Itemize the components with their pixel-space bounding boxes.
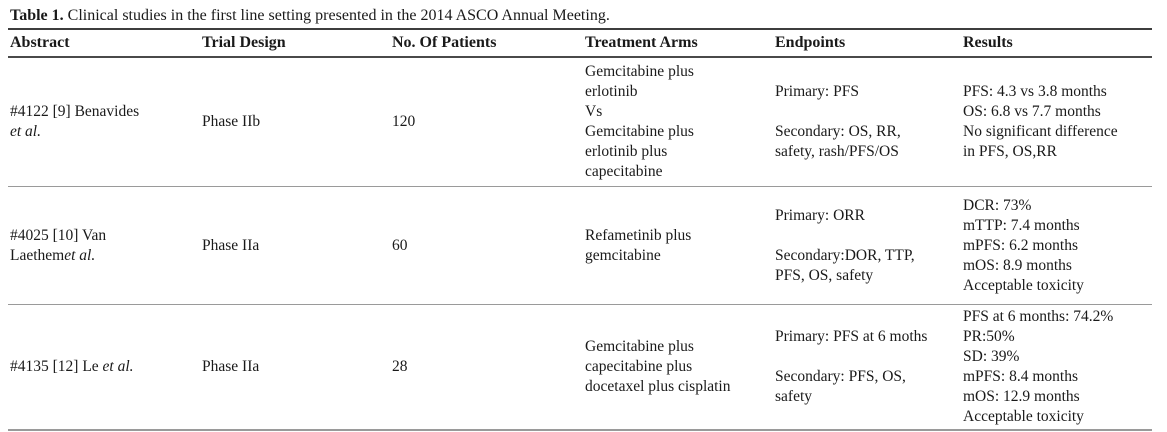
cell-patients: 60	[392, 236, 408, 254]
abstract-text: #4135 [12] Le	[10, 358, 103, 375]
cell-trial-design: Phase IIa	[202, 358, 260, 375]
cell-results: PFS at 6 months: 74.2% PR:50% SD: 39% mP…	[963, 308, 1114, 425]
cell-results: PFS: 4.3 vs 3.8 months OS: 6.8 vs 7.7 mo…	[963, 83, 1118, 160]
column-header-treatment-arms: Treatment Arms	[585, 34, 698, 51]
abstract-etal: et al.	[64, 246, 96, 264]
abstract-text: #4025 [10] Van Laethem	[10, 226, 107, 264]
cell-abstract: #4122 [9] Benavides et al.	[8, 58, 200, 186]
abstract-etal: et al.	[10, 123, 41, 140]
cell-patients: 120	[392, 113, 416, 130]
cell-trial-design: Phase IIb	[202, 113, 261, 130]
clinical-studies-table: Abstract Trial Design No. Of Patients Tr…	[8, 28, 1152, 431]
column-header-patients: No. Of Patients	[392, 34, 497, 51]
column-header-trial-design: Trial Design	[202, 34, 286, 51]
table-header-row: Abstract Trial Design No. Of Patients Tr…	[8, 28, 1152, 58]
column-header-abstract: Abstract	[10, 34, 70, 51]
table-caption-text: Clinical studies in the first line setti…	[63, 7, 610, 24]
column-header-results: Results	[963, 34, 1013, 51]
abstract-etal: et al.	[102, 358, 134, 375]
table-row: #4025 [10] Van Laethemet al. Phase IIa 6…	[8, 187, 1152, 305]
cell-treatment-arms: Gemcitabine plus erlotinib Vs Gemcitabin…	[585, 63, 694, 180]
cell-treatment-arms: Refametinib plus gemcitabine	[585, 226, 692, 264]
table-caption: Table 1. Clinical studies in the first l…	[8, 5, 1167, 28]
abstract-text: #4122 [9] Benavides	[10, 103, 140, 120]
cell-patients: 28	[392, 358, 408, 375]
cell-abstract: #4025 [10] Van Laethemet al.	[8, 187, 200, 304]
cell-endpoints: Primary: PFS Secondary: OS, RR, safety, …	[775, 83, 901, 160]
cell-results: DCR: 73% mTTP: 7.4 months mPFS: 6.2 mont…	[963, 196, 1084, 294]
cell-trial-design: Phase IIa	[202, 236, 260, 254]
cell-endpoints: Primary: PFS at 6 moths Secondary: PFS, …	[775, 328, 928, 405]
table-caption-label: Table 1.	[10, 7, 64, 24]
cell-treatment-arms: Gemcitabine plus capecitabine plus docet…	[585, 338, 731, 395]
column-header-endpoints: Endpoints	[775, 34, 846, 51]
table-row: #4122 [9] Benavides et al. Phase IIb 120…	[8, 58, 1152, 187]
cell-abstract: #4135 [12] Le et al.	[8, 305, 200, 429]
cell-endpoints: Primary: ORR Secondary:DOR, TTP, PFS, OS…	[775, 206, 915, 284]
table-row: #4135 [12] Le et al. Phase IIa 28 Gemcit…	[8, 305, 1152, 431]
